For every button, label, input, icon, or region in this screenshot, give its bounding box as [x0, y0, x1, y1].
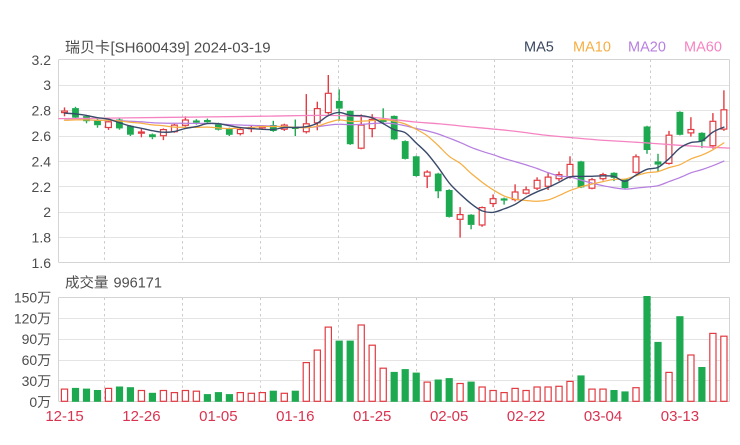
svg-text:0: 0: [29, 394, 37, 410]
svg-text:01-25: 01-25: [353, 408, 391, 425]
svg-text:3.2: 3.2: [32, 52, 52, 68]
svg-text:90: 90: [22, 331, 38, 347]
svg-text:2.2: 2.2: [32, 179, 52, 195]
svg-text:996171: 996171: [114, 276, 162, 292]
svg-text:2.4: 2.4: [32, 153, 52, 169]
svg-text:02-05: 02-05: [430, 408, 468, 425]
svg-text:01-05: 01-05: [199, 408, 237, 425]
svg-text:02-22: 02-22: [507, 408, 545, 425]
svg-text:MA5: MA5: [524, 40, 554, 56]
svg-text:3: 3: [43, 77, 51, 93]
svg-text:MA10: MA10: [573, 40, 611, 56]
svg-text:150: 150: [14, 289, 38, 305]
svg-text:2.6: 2.6: [32, 128, 52, 144]
svg-text:2: 2: [43, 204, 51, 220]
svg-text:[SH600439] 2024-03-19: [SH600439] 2024-03-19: [111, 40, 271, 57]
svg-text:1.6: 1.6: [32, 255, 52, 271]
svg-text:03-04: 03-04: [584, 408, 622, 425]
svg-text:60: 60: [22, 352, 38, 368]
svg-text:MA60: MA60: [684, 40, 722, 56]
svg-text:MA20: MA20: [628, 40, 666, 56]
svg-text:120: 120: [14, 310, 38, 326]
svg-text:03-13: 03-13: [661, 408, 699, 425]
svg-text:1.8: 1.8: [32, 230, 52, 246]
svg-text:01-16: 01-16: [276, 408, 314, 425]
svg-text:30: 30: [22, 373, 38, 389]
svg-text:2.8: 2.8: [32, 103, 52, 119]
svg-text:12-26: 12-26: [122, 408, 160, 425]
svg-text:12-15: 12-15: [45, 408, 83, 425]
